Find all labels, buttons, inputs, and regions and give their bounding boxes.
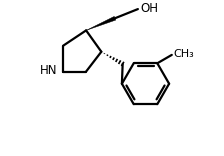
Text: OH: OH xyxy=(140,2,158,15)
Text: CH₃: CH₃ xyxy=(173,49,194,59)
Polygon shape xyxy=(86,16,116,30)
Text: HN: HN xyxy=(40,63,57,76)
